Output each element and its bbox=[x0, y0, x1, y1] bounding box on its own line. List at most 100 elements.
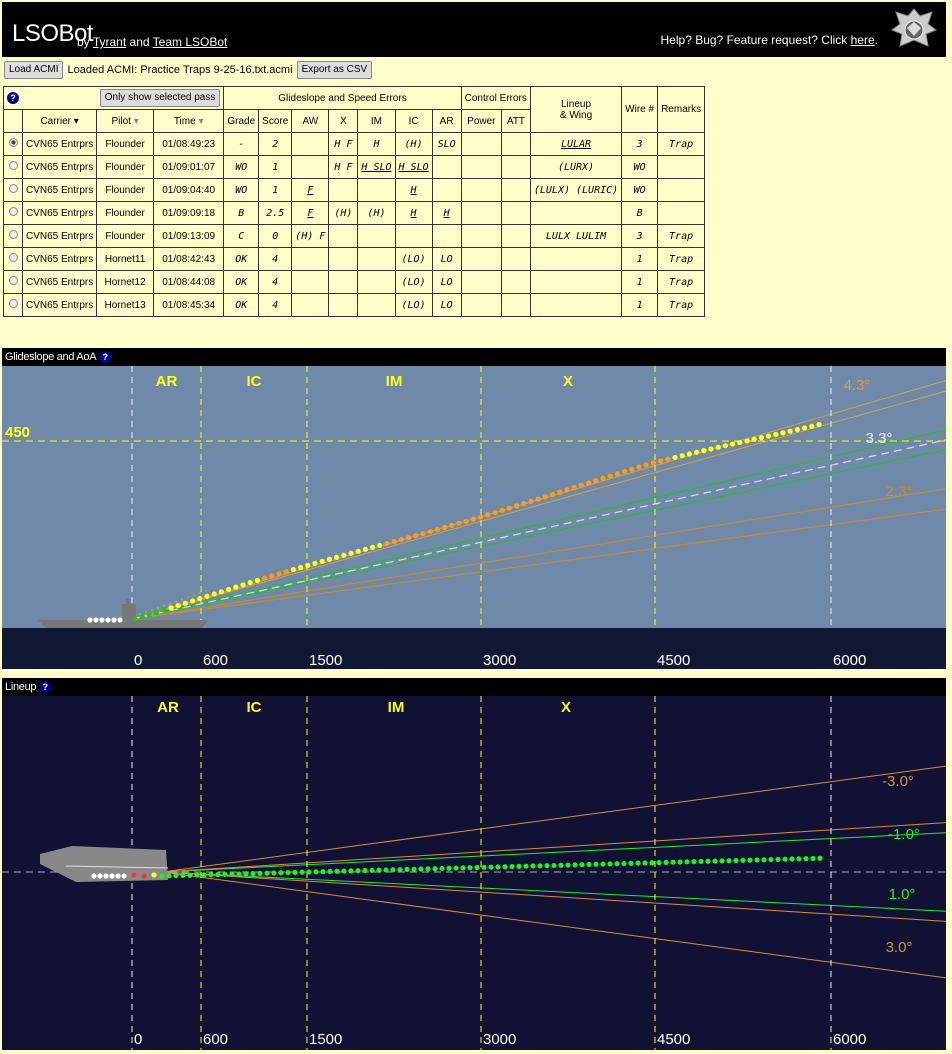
col-aw[interactable]: AW bbox=[292, 110, 329, 133]
col-x[interactable]: X bbox=[329, 110, 358, 133]
angle-label: 3.3° bbox=[866, 430, 893, 447]
trajectory-point bbox=[240, 582, 245, 587]
lineup-help-icon[interactable]: ? bbox=[39, 681, 51, 693]
cell-x: (H) bbox=[329, 202, 358, 225]
table-row[interactable]: CVN65 Entrprs Hornet12 01/08:44:08 OK 4 (LO) L… bbox=[4, 271, 705, 294]
ghost-point bbox=[187, 596, 190, 599]
trajectory-point bbox=[754, 857, 759, 862]
trajectory-point bbox=[243, 871, 248, 876]
cell-time: 01/09:04:40 bbox=[153, 179, 223, 202]
cell-att bbox=[502, 271, 531, 294]
col-ar[interactable]: AR bbox=[432, 110, 461, 133]
trajectory-point bbox=[500, 508, 505, 513]
row-select-cell bbox=[4, 248, 23, 271]
trajectory-point bbox=[154, 610, 159, 615]
trajectory-point bbox=[478, 514, 483, 519]
row-radio[interactable] bbox=[9, 161, 18, 170]
cell-aw bbox=[292, 156, 329, 179]
trajectory-point bbox=[362, 868, 367, 873]
trajectory-point bbox=[684, 859, 689, 864]
team-link[interactable]: Team LSOBot bbox=[153, 35, 228, 49]
section-label: X bbox=[563, 373, 573, 390]
help-icon[interactable]: ? bbox=[7, 92, 19, 104]
export-csv-button[interactable]: Export as CSV bbox=[297, 61, 373, 79]
trajectory-point bbox=[413, 533, 418, 538]
col-att[interactable]: ATT bbox=[502, 110, 531, 133]
row-radio[interactable] bbox=[9, 184, 18, 193]
only-selected-pass-button[interactable]: Only show selected pass bbox=[100, 89, 221, 107]
row-radio[interactable] bbox=[9, 276, 18, 285]
cell-time: 01/08:42:43 bbox=[153, 248, 223, 271]
cell-score: 4 bbox=[259, 271, 292, 294]
table-row[interactable]: CVN65 Entrprs Hornet11 01/08:42:43 OK 4 (LO) L… bbox=[4, 248, 705, 271]
col-im[interactable]: IM bbox=[358, 110, 395, 133]
cell-im bbox=[358, 225, 395, 248]
cell-ic bbox=[395, 225, 432, 248]
trajectory-point bbox=[197, 596, 202, 601]
cell-ic: H bbox=[395, 202, 432, 225]
col-wire[interactable]: Wire # bbox=[622, 87, 658, 133]
col-ic[interactable]: IC bbox=[395, 110, 432, 133]
x-tick-label: 4500 bbox=[657, 652, 690, 669]
trajectory-point bbox=[348, 868, 353, 873]
col-time[interactable]: Time ▾ bbox=[153, 110, 223, 133]
table-row[interactable]: CVN65 Entrprs Flounder 01/08:49:23-2 H F H (H… bbox=[4, 133, 705, 156]
cell-x: H F bbox=[329, 156, 358, 179]
glideslope-group-header: Glideslope and Speed Errors bbox=[224, 87, 461, 110]
trajectory-point bbox=[593, 478, 598, 483]
cell-carrier: CVN65 Entrprs bbox=[23, 202, 97, 225]
row-radio[interactable] bbox=[9, 138, 18, 147]
cell-remarks: Trap bbox=[658, 133, 705, 156]
table-row[interactable]: CVN65 Entrprs Flounder 01/09:13:09 C 0 (H) F L… bbox=[4, 225, 705, 248]
trajectory-point bbox=[271, 870, 276, 875]
glideslope-help-icon[interactable]: ? bbox=[99, 351, 111, 363]
row-radio[interactable] bbox=[9, 207, 18, 216]
table-row[interactable]: CVN65 Entrprs Hornet13 01/08:45:34 OK 4 (LO) L… bbox=[4, 294, 705, 317]
col-power[interactable]: Power bbox=[461, 110, 501, 133]
col-pilot-label: Pilot bbox=[111, 116, 130, 127]
trajectory-point bbox=[348, 551, 353, 556]
author-link[interactable]: Tyrant bbox=[93, 35, 126, 49]
lineup-title: Lineup bbox=[5, 681, 36, 693]
trajectory-point bbox=[687, 451, 692, 456]
trajectory-point bbox=[187, 873, 192, 878]
table-row[interactable]: CVN65 Entrprs Flounder 01/09:09:18 B 2.5 F (H)… bbox=[4, 202, 705, 225]
altitude-label: 450 bbox=[5, 424, 30, 441]
row-radio[interactable] bbox=[9, 299, 18, 308]
cell-wire: B bbox=[622, 202, 658, 225]
trajectory-point bbox=[418, 866, 423, 871]
trajectory-point bbox=[132, 617, 137, 622]
trajectory-point bbox=[269, 573, 274, 578]
cell-wire: 3 bbox=[622, 133, 658, 156]
trajectory-point bbox=[428, 529, 433, 534]
trajectory-point bbox=[276, 571, 281, 576]
col-grade[interactable]: Grade bbox=[224, 110, 259, 133]
help-link[interactable]: here bbox=[851, 33, 875, 47]
cell-lineup: (LULX) (LURIC) bbox=[530, 179, 621, 202]
cell-ar bbox=[432, 156, 461, 179]
trajectory-point bbox=[467, 865, 472, 870]
col-remarks[interactable]: Remarks bbox=[658, 87, 705, 133]
trajectory-point bbox=[719, 858, 724, 863]
lineup-label: Lineup bbox=[534, 99, 618, 110]
load-acmi-button[interactable]: Load ACMI bbox=[4, 61, 63, 79]
table-row[interactable]: CVN65 Entrprs Flounder 01/09:04:40 WO 1 F H (LU… bbox=[4, 179, 705, 202]
col-pilot[interactable]: Pilot ▾ bbox=[97, 110, 154, 133]
col-carrier[interactable]: Carrier ▾ bbox=[23, 110, 97, 133]
trajectory-point bbox=[622, 469, 627, 474]
trajectory-point bbox=[355, 868, 360, 873]
cell-pilot: Hornet13 bbox=[97, 294, 154, 317]
trajectory-point bbox=[464, 519, 469, 524]
row-radio[interactable] bbox=[9, 230, 18, 239]
trajectory-point bbox=[691, 859, 696, 864]
row-radio[interactable] bbox=[9, 253, 18, 262]
trajectory-point bbox=[543, 494, 548, 499]
cell-carrier: CVN65 Entrprs bbox=[23, 271, 97, 294]
col-score[interactable]: Score bbox=[259, 110, 292, 133]
trajectory-point bbox=[672, 455, 677, 460]
row-select-cell bbox=[4, 179, 23, 202]
trajectory-point bbox=[97, 873, 102, 878]
cell-aw bbox=[292, 133, 329, 156]
cell-im: H bbox=[358, 133, 395, 156]
